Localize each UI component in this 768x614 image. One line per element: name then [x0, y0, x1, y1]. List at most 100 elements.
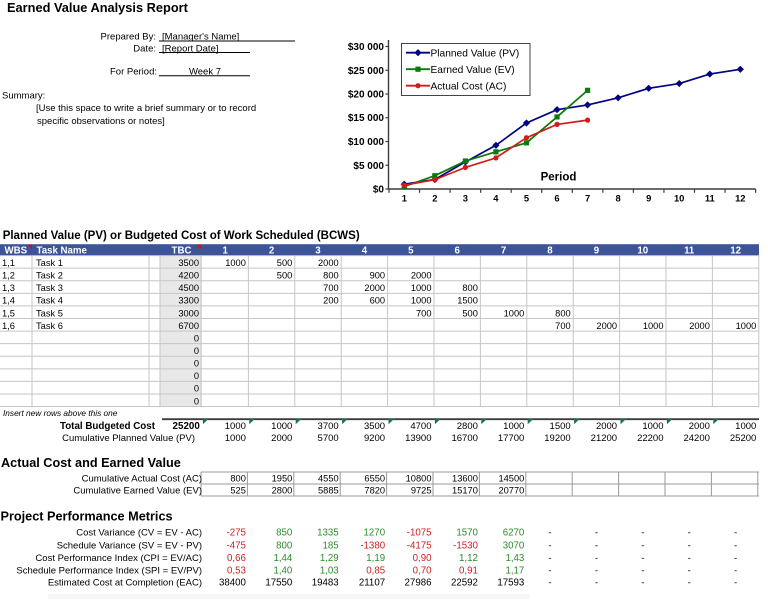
svg-text:10: 10 [637, 245, 648, 256]
svg-text:0,85: 0,85 [366, 565, 385, 576]
svg-text:-: - [548, 527, 551, 538]
svg-text:1000: 1000 [735, 421, 756, 432]
svg-text:6: 6 [455, 245, 461, 256]
svg-text:WBS: WBS [5, 245, 28, 256]
svg-text:1,12: 1,12 [459, 553, 478, 564]
svg-text:Schedule Performance Index (SP: Schedule Performance Index (SPI = EV/PV) [16, 565, 202, 576]
svg-text:4700: 4700 [410, 421, 431, 432]
svg-text:700: 700 [555, 321, 571, 331]
svg-text:800: 800 [555, 308, 571, 318]
svg-text:6: 6 [554, 193, 559, 204]
svg-text:2800: 2800 [457, 421, 478, 432]
svg-text:14500: 14500 [498, 473, 524, 483]
svg-text:0,53: 0,53 [227, 565, 246, 576]
svg-text:600: 600 [370, 296, 386, 306]
svg-text:500: 500 [462, 308, 478, 318]
svg-text:3700: 3700 [318, 421, 339, 432]
svg-text:0: 0 [194, 396, 199, 406]
svg-text:Task 1: Task 1 [36, 258, 63, 268]
svg-text:21200: 21200 [591, 433, 617, 444]
svg-text:0: 0 [194, 384, 199, 394]
svg-text:9200: 9200 [364, 433, 385, 444]
svg-text:1000: 1000 [411, 296, 432, 306]
svg-text:2000: 2000 [364, 283, 385, 293]
svg-text:$5 000: $5 000 [353, 161, 384, 172]
svg-text:Earned Value (EV): Earned Value (EV) [431, 65, 515, 76]
svg-text:25200: 25200 [173, 421, 201, 432]
svg-text:-1075: -1075 [407, 527, 432, 538]
svg-text:-1380: -1380 [360, 540, 385, 551]
svg-text:1000: 1000 [225, 433, 246, 444]
svg-text:-: - [641, 578, 644, 589]
svg-text:5700: 5700 [318, 433, 339, 444]
svg-text:1335: 1335 [317, 527, 339, 538]
svg-text:Prepared By:: Prepared By: [101, 31, 156, 42]
svg-text:TBC: TBC [172, 245, 192, 256]
svg-text:200: 200 [323, 296, 339, 306]
svg-text:1,44: 1,44 [273, 553, 292, 564]
svg-text:3300: 3300 [178, 296, 199, 306]
svg-text:0,66: 0,66 [227, 553, 246, 564]
svg-text:1,43: 1,43 [505, 553, 524, 564]
svg-text:Task 3: Task 3 [36, 283, 63, 293]
svg-text:500: 500 [277, 258, 293, 268]
svg-text:0: 0 [194, 359, 199, 369]
svg-text:-1530: -1530 [453, 540, 478, 551]
svg-text:5885: 5885 [318, 485, 339, 495]
svg-text:-: - [734, 565, 737, 576]
svg-text:12: 12 [730, 245, 741, 256]
svg-text:2800: 2800 [272, 485, 293, 495]
svg-text:-: - [734, 578, 737, 589]
svg-text:1000: 1000 [642, 421, 663, 432]
svg-text:17550: 17550 [265, 578, 293, 589]
svg-text:1: 1 [223, 245, 229, 256]
svg-text:2000: 2000 [689, 421, 710, 432]
svg-text:Date:: Date: [133, 43, 156, 54]
svg-text:185: 185 [323, 540, 339, 551]
svg-text:5: 5 [524, 193, 529, 204]
svg-text:$20 000: $20 000 [348, 90, 385, 101]
svg-text:2000: 2000 [271, 433, 292, 444]
svg-text:11: 11 [705, 193, 715, 204]
svg-text:For Period:: For Period: [110, 66, 157, 77]
svg-text:[Manager's Name]: [Manager's Name] [162, 31, 239, 42]
svg-text:1000: 1000 [736, 321, 757, 331]
svg-text:Task 6: Task 6 [36, 321, 63, 331]
svg-text:specific observations or notes: specific observations or notes] [37, 116, 165, 127]
svg-text:-: - [548, 578, 551, 589]
svg-text:$10 000: $10 000 [348, 137, 385, 148]
svg-text:Cost Variance (CV = EV - AC): Cost Variance (CV = EV - AC) [76, 527, 202, 538]
svg-text:2: 2 [432, 193, 437, 204]
svg-text:-: - [595, 527, 598, 538]
svg-text:900: 900 [370, 271, 386, 281]
svg-text:-: - [641, 553, 644, 564]
svg-text:1500: 1500 [457, 296, 478, 306]
svg-text:1,6: 1,6 [2, 321, 15, 331]
svg-text:1,29: 1,29 [320, 553, 339, 564]
svg-text:-475: -475 [227, 540, 246, 551]
svg-text:13600: 13600 [452, 473, 478, 483]
svg-text:11: 11 [684, 245, 695, 256]
svg-text:-: - [734, 527, 737, 538]
svg-text:1,1: 1,1 [2, 258, 15, 268]
svg-text:Estimated Cost at Completion (: Estimated Cost at Completion (EAC) [48, 578, 202, 589]
svg-text:-: - [641, 527, 644, 538]
svg-text:12: 12 [735, 193, 745, 204]
svg-text:3500: 3500 [178, 258, 199, 268]
svg-text:8: 8 [615, 193, 620, 204]
svg-text:Week 7: Week 7 [189, 66, 221, 77]
svg-text:13900: 13900 [405, 433, 431, 444]
svg-text:1,03: 1,03 [320, 565, 339, 576]
svg-text:-: - [548, 553, 551, 564]
svg-text:Schedule Variance (SV = EV - P: Schedule Variance (SV = EV - PV) [57, 540, 202, 551]
svg-text:-: - [548, 540, 551, 551]
svg-text:-: - [548, 565, 551, 576]
svg-text:700: 700 [416, 308, 432, 318]
svg-text:Actual Cost and Earned Value: Actual Cost and Earned Value [1, 456, 181, 470]
svg-text:7: 7 [501, 245, 506, 256]
svg-text:Planned Value (PV): Planned Value (PV) [431, 48, 520, 59]
svg-text:Task 5: Task 5 [36, 308, 63, 318]
svg-text:9: 9 [646, 193, 651, 204]
svg-text:3070: 3070 [503, 540, 525, 551]
svg-text:8: 8 [547, 245, 553, 256]
